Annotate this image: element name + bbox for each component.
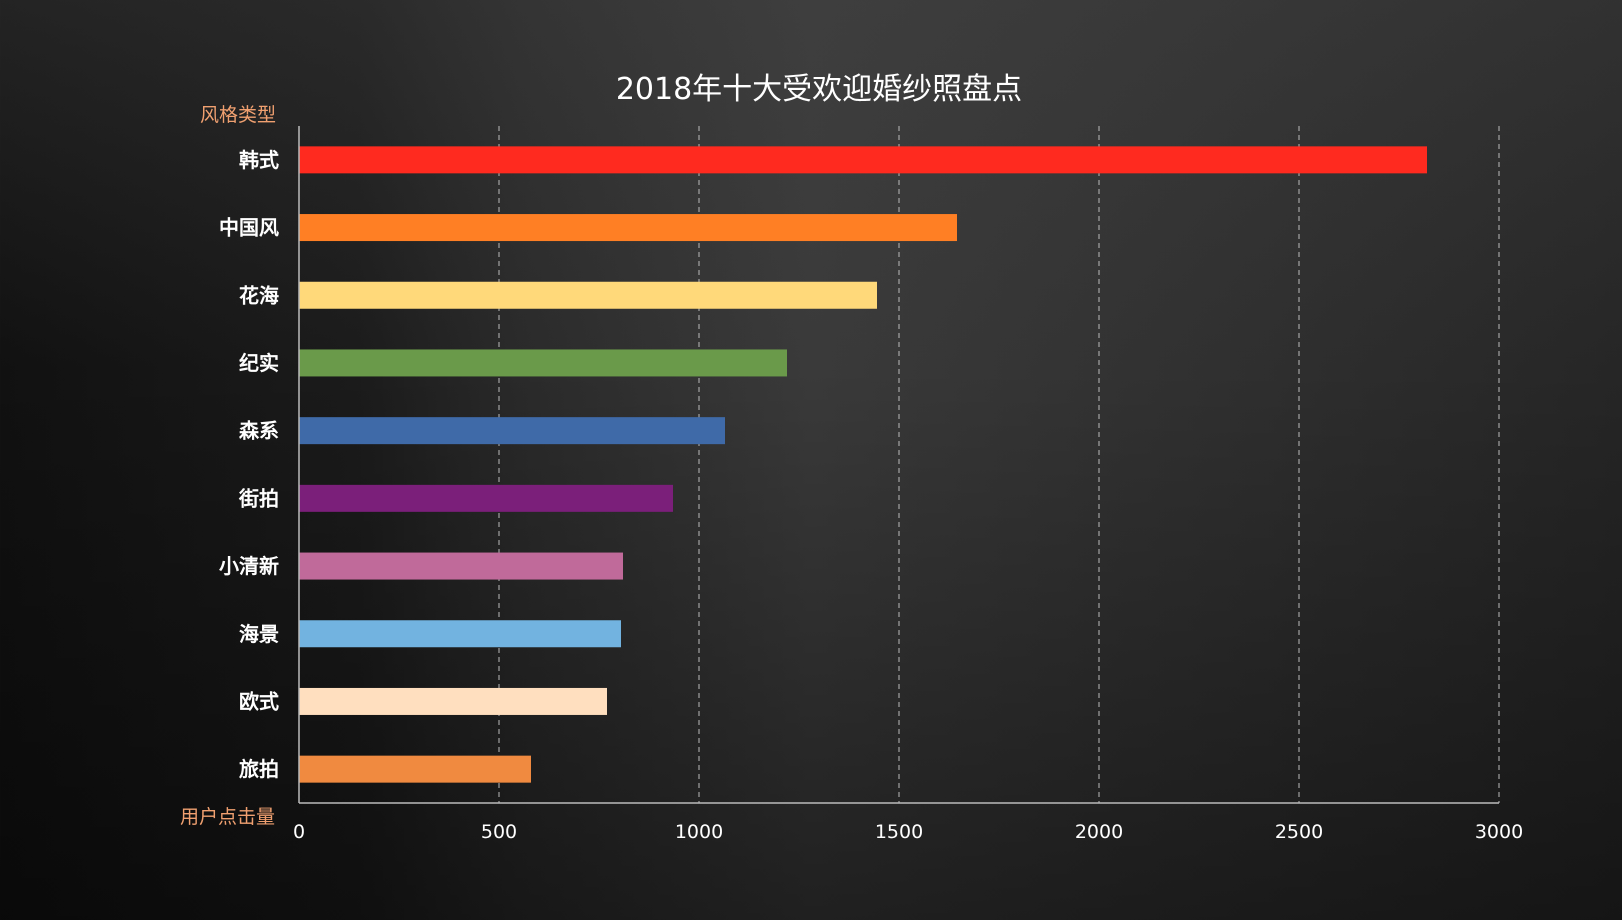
x-tick-label: 1500 [875, 821, 923, 843]
x-tick-label: 3000 [1475, 821, 1523, 843]
bar-海景 [299, 620, 621, 648]
category-label: 小清新 [219, 554, 279, 578]
bar-森系 [299, 417, 725, 445]
category-label: 旅拍 [239, 757, 279, 781]
bar-旅拍 [299, 755, 531, 783]
category-label: 花海 [239, 283, 279, 307]
bar-小清新 [299, 552, 623, 580]
bar-花海 [299, 281, 877, 309]
chart-title: 2018年十大受欢迎婚纱照盘点 [615, 72, 1023, 107]
bar-中国风 [299, 214, 957, 242]
bar-韩式 [299, 146, 1427, 174]
category-label: 森系 [239, 419, 279, 443]
x-tick-label: 500 [481, 821, 517, 843]
bar-街拍 [299, 484, 673, 512]
x-tick-label: 2000 [1075, 821, 1123, 843]
bar-欧式 [299, 687, 607, 715]
category-label: 韩式 [239, 148, 279, 172]
bar-纪实 [299, 349, 787, 377]
category-label: 中国风 [219, 216, 279, 240]
x-tick-label: 2500 [1275, 821, 1323, 843]
category-label: 街拍 [238, 486, 279, 510]
y-axis-label: 风格类型 [200, 104, 277, 126]
x-tick-label: 0 [293, 821, 305, 843]
category-label: 海景 [239, 622, 279, 646]
x-axis-label: 用户点击量 [180, 806, 276, 828]
category-label: 欧式 [239, 689, 279, 713]
x-tick-label: 1000 [675, 821, 723, 843]
category-label: 纪实 [239, 351, 279, 375]
